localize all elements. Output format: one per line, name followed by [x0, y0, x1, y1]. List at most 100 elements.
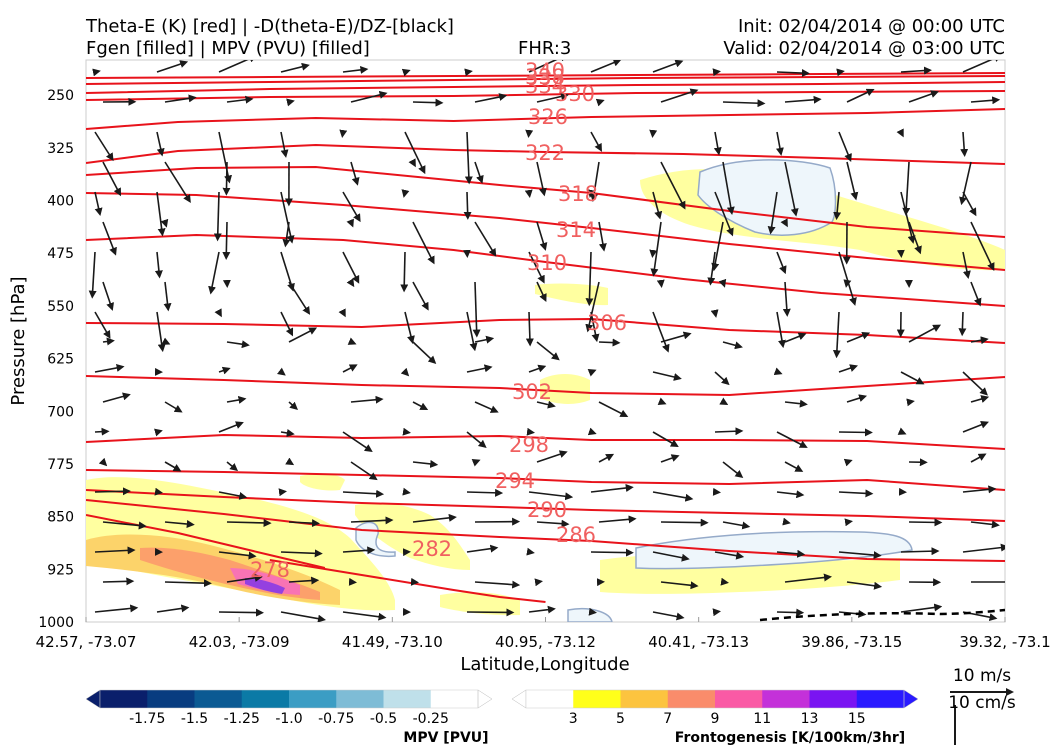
wind-vector: [226, 461, 239, 472]
wind-vector: [102, 161, 122, 197]
contour-label-334: 334: [525, 74, 565, 98]
wind-vector: [784, 95, 822, 104]
mpv-colorbar-label: MPV [PVU]: [403, 730, 488, 746]
wind-vector: [412, 341, 437, 364]
wind-vector: [528, 251, 545, 284]
wind-vector: [900, 66, 932, 75]
wind-vector: [970, 395, 990, 403]
wind-vector: [960, 131, 969, 157]
colorbar-tick-label: -0.75: [318, 711, 354, 727]
wind-vector: [94, 427, 110, 436]
wind-vector: [164, 461, 182, 472]
wind-vector: [474, 401, 499, 413]
wind-vector: [660, 581, 699, 590]
wind-vector: [844, 518, 853, 527]
wind-vector: [474, 221, 497, 257]
colorbar-extend-left: [511, 689, 527, 709]
theta-e-contour-338: [86, 75, 1005, 85]
wind-vector: [712, 608, 721, 617]
wind-vector: [776, 431, 808, 448]
wind-vector: [466, 608, 515, 617]
wind-vector: [846, 88, 875, 103]
wind-vector: [218, 366, 231, 375]
colorbar-cell: [715, 690, 763, 708]
wind-vector: [226, 95, 254, 104]
y-tick-label: 925: [47, 562, 74, 578]
wind-vector: [782, 281, 791, 317]
wind-vector: [404, 311, 415, 344]
wind-vector: [402, 487, 411, 496]
wind-vector: [900, 547, 940, 556]
colorbar-tick-label: -1.5: [181, 711, 208, 727]
wind-vector: [286, 98, 295, 107]
wind-vector: [660, 518, 709, 527]
wind-vector: [94, 546, 136, 555]
wind-vector: [342, 65, 369, 74]
wind-vector: [722, 99, 766, 108]
wind-vector: [908, 221, 922, 255]
wind-vector: [412, 459, 439, 468]
wind-vector: [536, 92, 569, 103]
colorbar-cell: [336, 690, 384, 708]
wind-vector: [718, 278, 727, 288]
wind-vector: [722, 521, 751, 530]
vector-scale-upper: 10 m/s: [953, 666, 1011, 686]
wind-vector: [775, 131, 784, 156]
wind-vector: [412, 281, 429, 311]
wind-vector: [280, 428, 295, 437]
x-tick-label: 40.41, -73.13: [648, 633, 749, 651]
wind-vector: [288, 576, 320, 585]
wind-vector: [843, 279, 852, 288]
wind-vector: [218, 421, 244, 433]
wind-vector: [585, 251, 594, 307]
colorbar-cell: [526, 690, 574, 708]
wind-vector: [590, 60, 622, 73]
wind-vector: [784, 161, 799, 217]
wind-vector: [412, 513, 457, 523]
wind-vector: [164, 94, 197, 103]
y-axis-label: Pressure [hPa]: [8, 276, 29, 405]
wind-vector: [722, 461, 744, 479]
colorbar-tick-label: 3: [569, 711, 578, 727]
contour-label-326: 326: [528, 105, 568, 129]
x-axis-label: Latitude,Longitude: [460, 654, 629, 675]
wind-vector: [350, 161, 360, 186]
x-tick-label: 41.49, -73.10: [342, 633, 443, 651]
wind-vector: [908, 518, 943, 527]
wind-vector: [846, 331, 871, 343]
wind-vector: [714, 427, 744, 436]
wind-vector: [711, 221, 724, 272]
wind-vector: [962, 251, 971, 279]
wind-vector: [962, 371, 988, 396]
wind-vector: [466, 544, 499, 553]
y-tick-label: 550: [47, 299, 74, 315]
contour-label-318: 318: [558, 182, 598, 206]
colorbar-tick-label: 9: [711, 711, 720, 727]
wind-vector: [102, 521, 147, 530]
contour-label-290: 290: [527, 498, 567, 522]
wind-vector: [400, 367, 410, 377]
wind-vector: [652, 551, 690, 562]
wind-vector: [590, 548, 634, 557]
wind-vector: [102, 392, 131, 403]
contour-label-340: 340: [525, 59, 565, 83]
wind-vector: [720, 577, 729, 586]
wind-vector: [536, 341, 560, 361]
wind-vector: [525, 311, 534, 347]
wind-vector: [94, 191, 103, 217]
wind-vector: [959, 161, 972, 206]
wind-vector: [652, 60, 684, 73]
wind-vector: [719, 397, 729, 405]
wind-vector: [846, 161, 859, 201]
colorbar-cell: [809, 690, 858, 708]
y-tick-label: 700: [47, 404, 74, 420]
wind-vector: [585, 281, 600, 333]
wind-vector: [402, 427, 411, 436]
wind-vector: [587, 369, 597, 377]
wind-vector: [218, 60, 258, 73]
wind-vector: [208, 251, 220, 295]
y-tick-label: 850: [47, 510, 74, 526]
wind-vector: [970, 453, 987, 463]
colorbar-cell: [194, 690, 243, 708]
wind-vector: [838, 131, 852, 162]
